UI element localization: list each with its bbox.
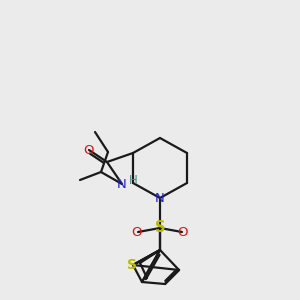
Text: O: O: [83, 143, 93, 157]
Text: S: S: [127, 258, 137, 272]
Text: N: N: [117, 178, 127, 190]
Text: H: H: [129, 175, 137, 188]
Text: S: S: [155, 220, 165, 236]
Text: O: O: [132, 226, 142, 238]
Text: O: O: [178, 226, 188, 238]
Text: N: N: [155, 193, 165, 206]
